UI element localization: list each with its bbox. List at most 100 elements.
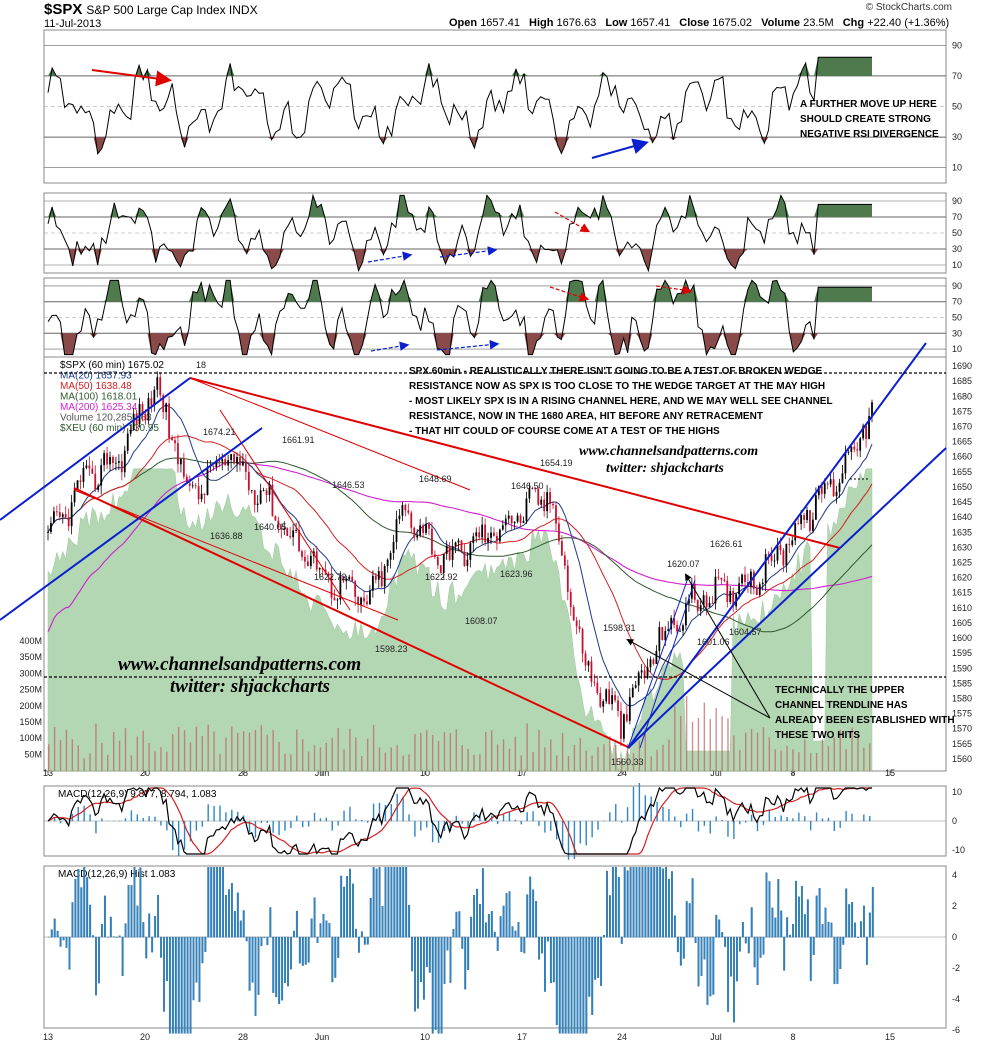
candle-body [732,590,735,607]
candle-body [569,591,572,607]
macd-hist-bar [603,820,605,822]
rsi2-tick-70: 70 [952,297,962,307]
hist-bar [464,936,467,990]
macd-hist-bar [331,821,333,831]
hist-bar [62,936,65,941]
macd-hist-bar [644,795,646,822]
hist-bar [422,936,425,1000]
rsi2-line [47,278,872,357]
hist-bar [425,936,428,967]
candle-body [673,617,676,625]
hist-bar [508,891,511,938]
macd-hist-bar [172,821,174,851]
volume-bar [615,745,617,771]
candle-body [141,404,144,415]
hist-bar [747,936,750,954]
macd-hist-bar [727,821,729,837]
hist-bar [564,936,567,1034]
volume-bar [762,727,765,771]
macd-hist-bar [792,818,794,822]
price-tick-1635: 1635 [952,527,972,537]
hist-bar [198,936,201,1002]
hist-bar [854,922,857,938]
macd-hist-bar [668,808,670,822]
candle-body [490,532,492,538]
candle-body [640,670,643,673]
volume-bar [260,725,263,771]
macd-hist-bar [863,814,865,822]
price-tick-1620: 1620 [952,573,972,583]
watermark-site-top: www.channelsandpatterns.com [579,444,758,459]
hist-bar [228,889,230,938]
hist-bar [685,901,688,938]
volume-bar [567,755,570,771]
price-tick-1595: 1595 [952,648,972,658]
hist-bar [694,936,697,943]
macd-hist-bar [845,810,847,822]
hist-bar [260,936,263,947]
hist-bar [520,936,523,953]
hist-bar [77,869,80,938]
hist-bar [868,912,871,938]
candle-body [431,528,433,555]
candle-body [841,473,844,483]
x-axis-label: 17 [517,1032,527,1042]
hist-bar [381,906,384,938]
channel-right-upper [627,342,927,749]
hist-bar [608,895,611,938]
candle-body [856,449,859,451]
hist-bar [614,867,617,938]
macd-hist-bar [231,809,233,822]
candle-body [803,515,805,520]
macd-hist-bar [715,816,717,822]
rsi14-tick-90: 90 [952,40,962,50]
hist-bar [411,936,414,972]
macd-hist-bar [349,806,351,822]
hist-bar [591,936,594,1015]
price-annotation: 1598.23 [375,644,408,654]
candle-body [617,700,619,711]
candle-body [425,524,427,533]
candle-body [150,398,153,406]
hist-bar [304,936,307,965]
macd-hist-bar [550,821,552,831]
volume-bar [355,737,357,771]
candle-body [109,456,111,465]
candle-body [525,498,528,522]
macd-hist-bar [656,801,658,822]
price-tick-1640: 1640 [952,512,972,522]
macd-hist-bar [130,810,133,822]
hist-bar [603,935,605,938]
hist-bar [372,867,375,938]
macd-hist-bar [361,819,363,822]
macd-hist-bar [609,812,611,822]
price-note-bottom-line: THESE TWO HITS [775,730,860,741]
macd-label: MACD(12,26,9) 9.877, 8.794, 1.083 [58,789,217,800]
hist-bar [585,936,588,1034]
volume-bar [183,730,186,771]
hist-bar [768,881,771,938]
candle-body [318,568,321,570]
candle-body [265,490,268,495]
candle-body [380,571,383,587]
macd-hist-bar [502,814,505,822]
macd-hist-bar [225,812,227,822]
macd-hist-bar [414,821,416,837]
candle-body [563,555,566,566]
volume-bar [491,730,493,771]
price-tick-1650: 1650 [952,482,972,492]
candle-body [327,573,330,576]
candle-body [419,525,422,536]
candle-body [79,480,82,482]
hist-bar [86,877,89,938]
volume-bar [331,737,333,771]
candle-body [608,689,611,704]
hist-bar [617,876,620,938]
volume-bar [662,744,664,771]
rsi14-note-line: NEGATIVE RSI DIVERGENCE [800,129,939,140]
candle-body [180,459,182,465]
volume-bar [609,736,611,771]
macd-hist-bar [680,821,682,828]
hist-bar [186,936,189,1034]
macd-hist-bar [538,821,540,826]
